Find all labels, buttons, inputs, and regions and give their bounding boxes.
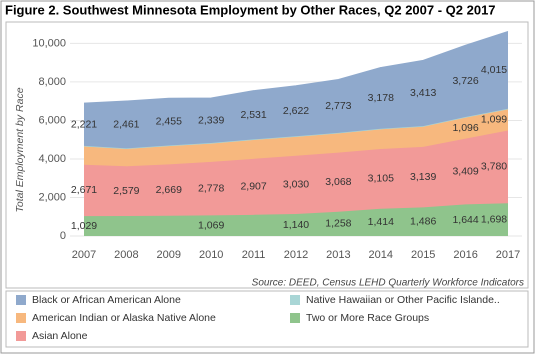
data-label: 1,099 — [481, 114, 507, 126]
data-label: 2,579 — [113, 185, 139, 197]
legend-label: Native Hawaiian or Other Pacific Islande… — [306, 294, 500, 306]
y-tick-label: 6,000 — [38, 114, 66, 126]
x-tick-label: 2009 — [157, 249, 181, 261]
data-label: 2,778 — [198, 182, 224, 194]
data-label: 1,140 — [283, 219, 309, 231]
data-label: 2,669 — [156, 184, 182, 196]
x-tick-label: 2017 — [496, 249, 520, 261]
y-tick-label: 2,000 — [38, 191, 66, 203]
data-label: 2,455 — [156, 116, 182, 128]
source: Source: DEED, Census LEHD Quarterly Work… — [252, 278, 524, 289]
x-tick-label: 2015 — [411, 249, 435, 261]
legend-swatch — [290, 295, 300, 305]
data-label: 1,069 — [198, 219, 224, 231]
data-label: 3,139 — [410, 171, 436, 183]
legend-swatch — [16, 331, 26, 341]
data-label: 2,531 — [240, 109, 266, 121]
data-label: 3,178 — [368, 92, 394, 104]
data-label: 2,671 — [71, 184, 97, 196]
area-edge — [83, 108, 509, 150]
x-tick-label: 2008 — [114, 249, 138, 261]
data-label: 1,414 — [368, 216, 394, 228]
data-label: 2,339 — [198, 114, 224, 126]
area-band — [84, 130, 508, 217]
y-tick-label: 10,000 — [32, 37, 66, 49]
data-label: 1,096 — [452, 122, 478, 134]
data-label: 3,030 — [283, 179, 309, 191]
area-band — [84, 109, 508, 167]
legend-frame — [5, 290, 529, 348]
data-label: 2,773 — [325, 100, 351, 112]
data-label: 2,622 — [283, 105, 309, 117]
data-label: 1,486 — [410, 215, 436, 227]
data-label: 1,258 — [325, 218, 351, 230]
plot-frame — [5, 21, 529, 289]
x-tick-label: 2013 — [326, 249, 350, 261]
data-label: 2,221 — [71, 118, 97, 130]
data-label: 1,644 — [452, 214, 478, 226]
x-tick-label: 2007 — [72, 249, 96, 261]
data-label: 2,461 — [113, 118, 139, 130]
x-tick-label: 2010 — [199, 249, 223, 261]
legend-swatch — [290, 313, 300, 323]
chart-title: Figure 2. Southwest Minnesota Employment… — [5, 2, 496, 17]
x-tick-label: 2012 — [284, 249, 308, 261]
data-label: 3,068 — [325, 176, 351, 188]
area-edge — [83, 130, 509, 167]
legend-label: Asian Alone — [32, 330, 88, 342]
legend-swatch — [16, 313, 26, 323]
data-label: 1,698 — [481, 213, 507, 225]
data-label: 3,409 — [452, 165, 478, 177]
y-axis-label: Total Employment by Race — [14, 87, 26, 212]
legend-label: American Indian or Alaska Native Alone — [32, 312, 216, 324]
data-label: 3,726 — [452, 75, 478, 87]
data-label: 4,015 — [481, 64, 507, 76]
area-edge — [83, 30, 509, 104]
area-band — [84, 31, 508, 149]
data-label: 1,029 — [71, 220, 97, 232]
y-tick-label: 0 — [60, 230, 66, 242]
data-label: 2,907 — [240, 181, 266, 193]
area-band — [84, 203, 508, 236]
y-tick-label: 4,000 — [38, 153, 66, 165]
x-tick-label: 2011 — [242, 249, 266, 261]
x-tick-label: 2014 — [369, 249, 393, 261]
data-label: 3,780 — [481, 161, 507, 173]
data-label: 3,105 — [368, 173, 394, 185]
data-label: 3,413 — [410, 87, 436, 99]
legend-label: Black or African American Alone — [32, 294, 181, 306]
legend-label: Two or More Race Groups — [306, 312, 429, 324]
y-tick-label: 8,000 — [38, 76, 66, 88]
legend-swatch — [16, 295, 26, 305]
x-tick-label: 2016 — [453, 249, 477, 261]
